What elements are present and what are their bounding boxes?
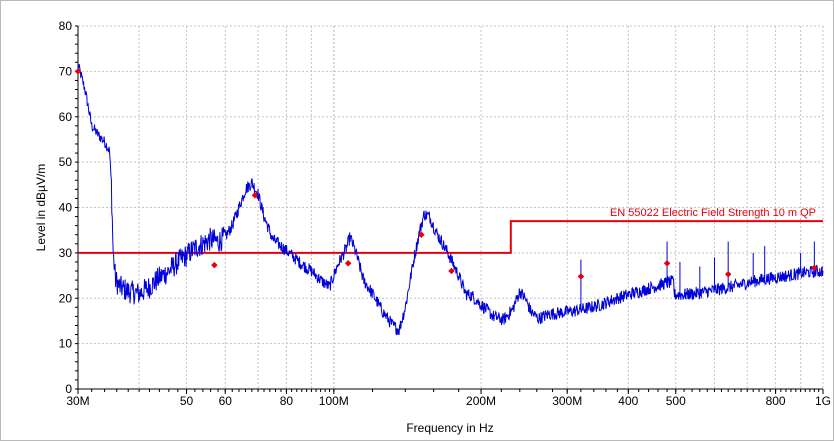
y-tick-label: 0 bbox=[65, 382, 72, 396]
y-tick-label: 80 bbox=[59, 19, 73, 33]
x-tick-label: 30M bbox=[66, 394, 89, 408]
x-tick-label: 50 bbox=[180, 394, 194, 408]
qp-marker bbox=[211, 261, 218, 269]
qp-marker bbox=[448, 267, 455, 275]
limit-line-label: EN 55022 Electric Field Strength 10 m QP bbox=[610, 207, 816, 219]
x-tick-label: 500 bbox=[666, 394, 686, 408]
y-tick-label: 50 bbox=[59, 155, 73, 169]
y-tick-label: 10 bbox=[59, 337, 73, 351]
qp-marker bbox=[417, 231, 425, 239]
series-layer bbox=[77, 62, 824, 336]
x-tick-label: 100M bbox=[319, 394, 349, 408]
x-tick-labels: 30M 50 60 80 100M 200M 300M 400 500 800 1G bbox=[66, 394, 831, 408]
qp-marker bbox=[251, 191, 259, 199]
limit-line bbox=[78, 220, 823, 254]
x-tick-label: 1G bbox=[815, 394, 831, 408]
x-tick-label: 800 bbox=[766, 394, 786, 408]
qp-marker bbox=[810, 264, 818, 272]
x-tick-label: 80 bbox=[280, 394, 294, 408]
x-tick-label: 200M bbox=[466, 394, 496, 408]
y-axis-title: Level in dBµV/m bbox=[34, 164, 48, 252]
y-tick-labels: 0 10 20 30 40 50 60 70 80 bbox=[59, 19, 73, 396]
y-tick-label: 40 bbox=[59, 201, 73, 215]
y-tick-label: 70 bbox=[59, 64, 73, 78]
y-tick-label: 20 bbox=[59, 291, 73, 305]
qp-marker bbox=[577, 273, 585, 280]
qp-marker bbox=[663, 259, 671, 267]
y-tick-label: 60 bbox=[59, 110, 73, 124]
spectrum-trace bbox=[77, 62, 824, 336]
x-axis-title: Frequency in Hz bbox=[406, 421, 493, 435]
x-tick-label: 60 bbox=[219, 394, 233, 408]
y-tick-label: 30 bbox=[59, 246, 73, 260]
qp-marker bbox=[724, 270, 732, 278]
markers-layer bbox=[74, 68, 818, 280]
x-tick-label: 300M bbox=[552, 394, 582, 408]
qp-marker bbox=[344, 259, 352, 267]
qp-marker bbox=[74, 68, 82, 75]
minor-ticks bbox=[75, 25, 824, 394]
x-tick-label: 400 bbox=[618, 394, 638, 408]
